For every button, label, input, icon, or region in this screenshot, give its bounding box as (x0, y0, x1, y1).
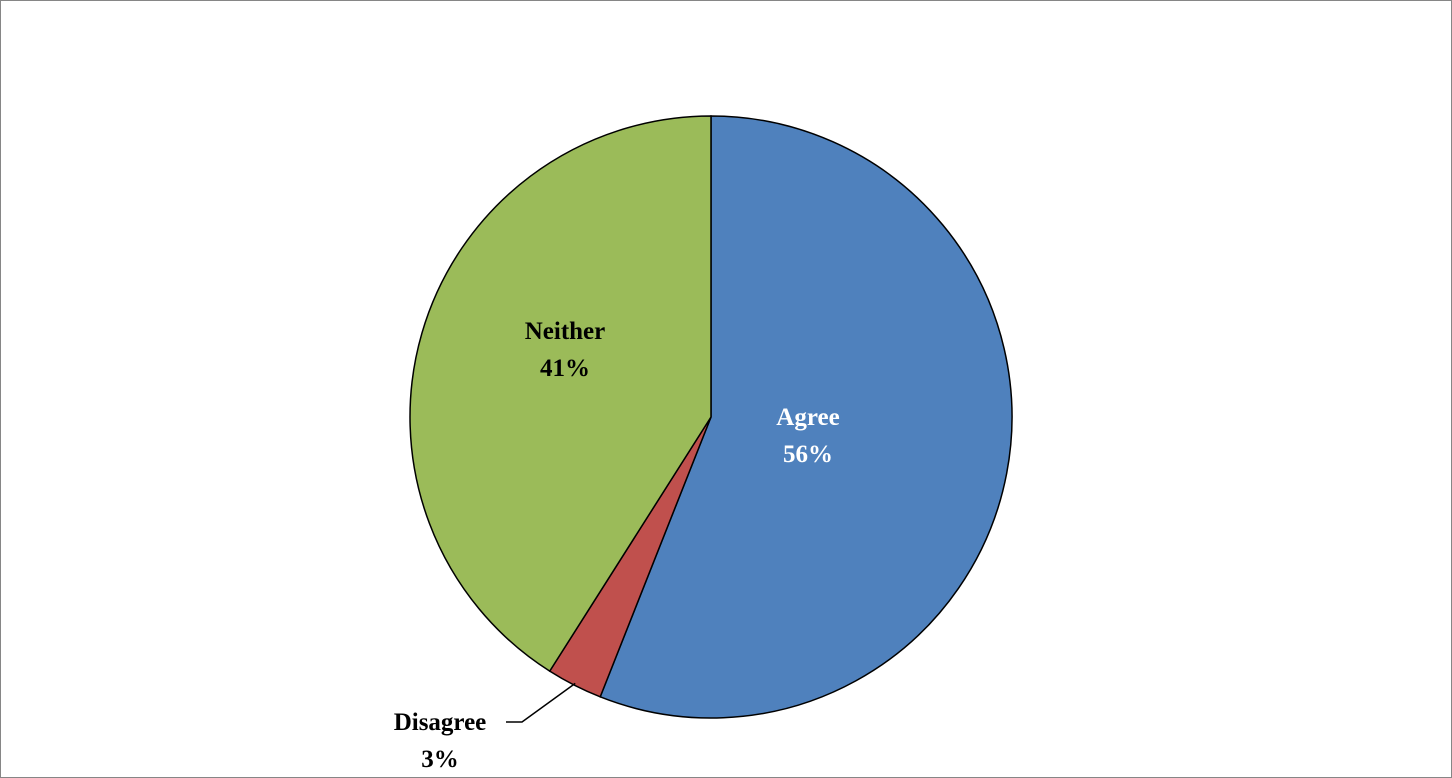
pie-slices (409, 115, 1013, 719)
slice-label-agree-name: Agree (776, 404, 839, 431)
leader-lines (506, 682, 576, 723)
leader-line-disagree (506, 682, 576, 723)
slice-label-disagree-value: 3% (421, 746, 459, 773)
data-labels: Agree 56% Disagree 3% Neither 41% (394, 318, 840, 773)
slice-label-agree-value: 56% (783, 441, 833, 468)
slice-label-disagree-name: Disagree (394, 709, 487, 736)
pie-slice-agree (599, 115, 1013, 719)
pie-slice-neither (409, 115, 712, 673)
slice-label-neither-value: 41% (540, 355, 590, 382)
slice-label-neither-name: Neither (525, 318, 606, 345)
